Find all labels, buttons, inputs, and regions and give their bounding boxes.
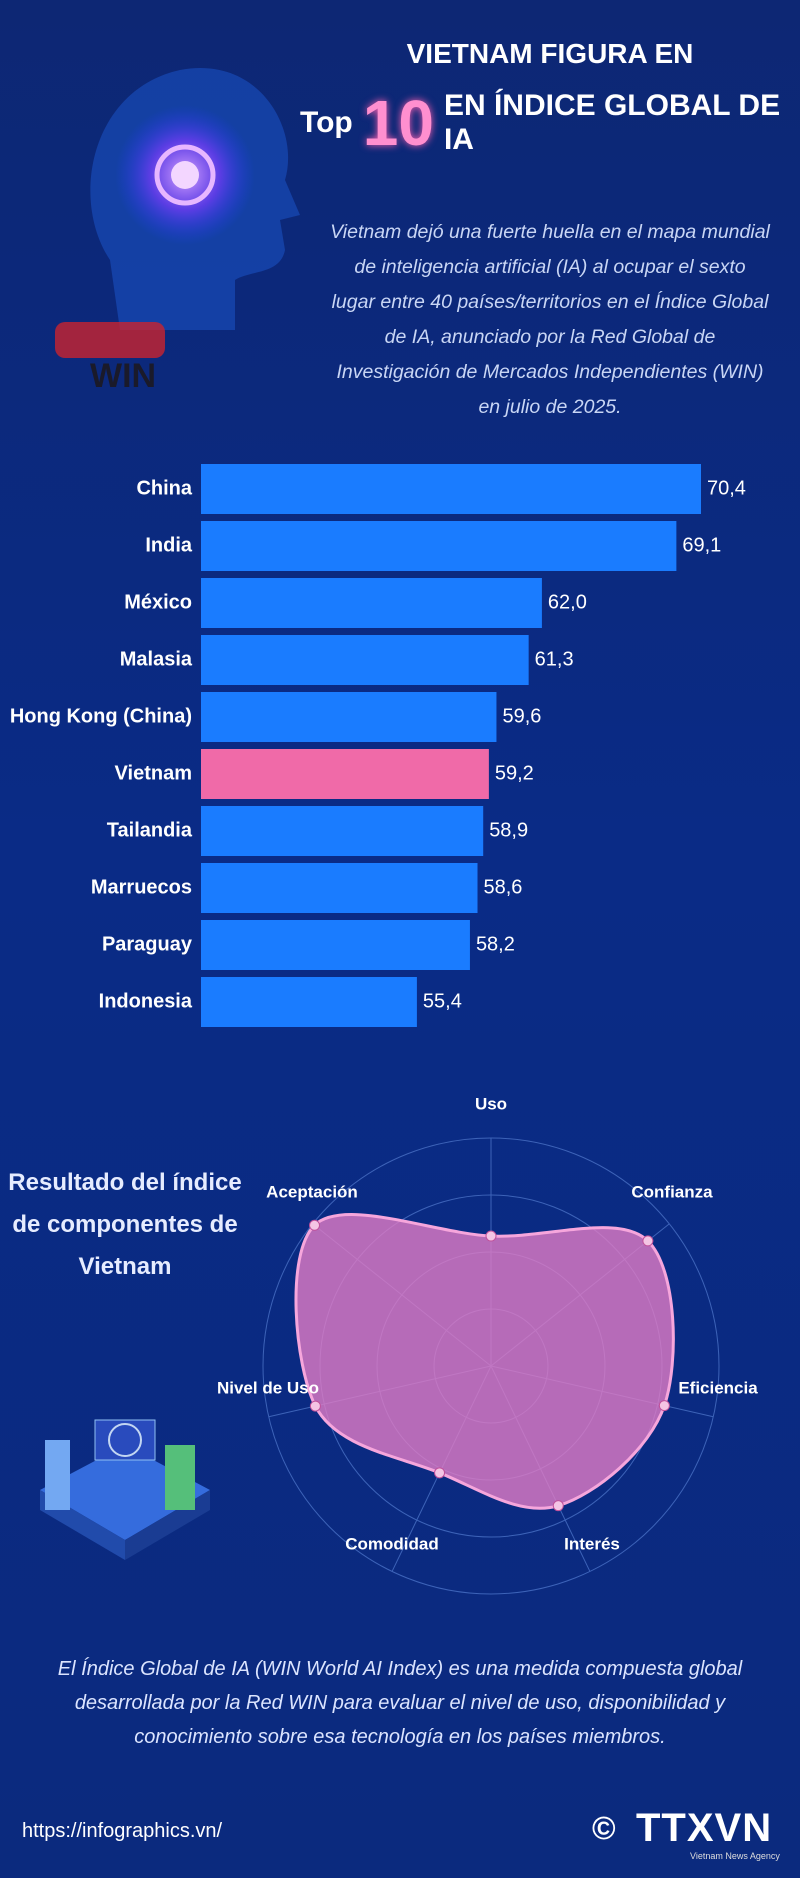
head-illustration: [55, 68, 300, 358]
title-rest: EN ÍNDICE GLOBAL DE IA: [443, 89, 781, 156]
bar: [201, 692, 497, 742]
radar-area: [294, 1213, 675, 1510]
category-label: Vietnam: [115, 762, 192, 784]
category-label: China: [136, 477, 192, 499]
footer-note: El Índice Global de IA (WIN World AI Ind…: [57, 1658, 743, 1748]
axis-label: Comodidad: [345, 1534, 439, 1553]
value-label: 59,2: [495, 762, 534, 784]
title-top: Top: [300, 106, 353, 139]
intro: Vietnam dejó una fuerte huella en el map…: [330, 221, 770, 418]
radar-point: [658, 1400, 670, 1412]
bar: [201, 578, 542, 628]
category-label: Indonesia: [99, 990, 193, 1012]
value-label: 55,4: [423, 990, 462, 1012]
value-label: 69,1: [682, 534, 721, 556]
url: https://infographics.vn/: [22, 1820, 223, 1842]
radar-point: [485, 1230, 497, 1242]
category-label: Hong Kong (China): [10, 705, 192, 727]
agency-sub: Vietnam News Agency: [690, 1851, 780, 1861]
axis-label: Nivel de Uso: [217, 1378, 319, 1397]
category-label: India: [145, 534, 193, 556]
value-label: 58,2: [476, 933, 515, 955]
bar: [201, 806, 484, 856]
title: Top 10 EN ÍNDICE GLOBAL DE IA: [300, 86, 800, 160]
value-label: 61,3: [535, 648, 574, 670]
category-label: México: [124, 591, 192, 613]
bar: [201, 635, 529, 685]
title: VIETNAM FIGURA EN: [406, 38, 694, 69]
category-label: Malasia: [120, 648, 193, 670]
radar-point: [309, 1400, 321, 1412]
axis-label: Uso: [475, 1094, 507, 1113]
bar: [201, 920, 470, 970]
value-label: 59,6: [502, 705, 541, 727]
copyright: ©: [592, 1810, 616, 1846]
title-number: 10: [362, 87, 434, 159]
bar: [201, 977, 417, 1027]
category-label: Tailandia: [107, 819, 193, 841]
agency-logo: TTXVN: [636, 1806, 773, 1850]
category-label: Paraguay: [102, 933, 193, 955]
value-label: 58,9: [489, 819, 528, 841]
axis-label: Eficiencia: [678, 1378, 758, 1397]
radar-point: [552, 1500, 564, 1512]
value-label: 58,6: [484, 876, 523, 898]
city-illustration: [40, 1419, 210, 1560]
logo-text: WIN: [90, 357, 156, 395]
radar-point: [309, 1219, 321, 1231]
axis-label: Aceptación: [266, 1182, 358, 1201]
value-label: 62,0: [548, 591, 587, 613]
axis-label: Interés: [564, 1534, 620, 1553]
axis-label: Confianza: [631, 1182, 713, 1201]
bar: [201, 749, 489, 799]
value-label: 70,4: [707, 477, 746, 499]
bar: [201, 464, 701, 514]
bar: [201, 521, 677, 571]
radar-title: Resultado del índice de componentes de V…: [8, 1169, 242, 1280]
category-label: Marruecos: [91, 876, 192, 898]
radar-point: [642, 1235, 654, 1247]
bar: [201, 863, 478, 913]
radar-point: [434, 1467, 446, 1479]
